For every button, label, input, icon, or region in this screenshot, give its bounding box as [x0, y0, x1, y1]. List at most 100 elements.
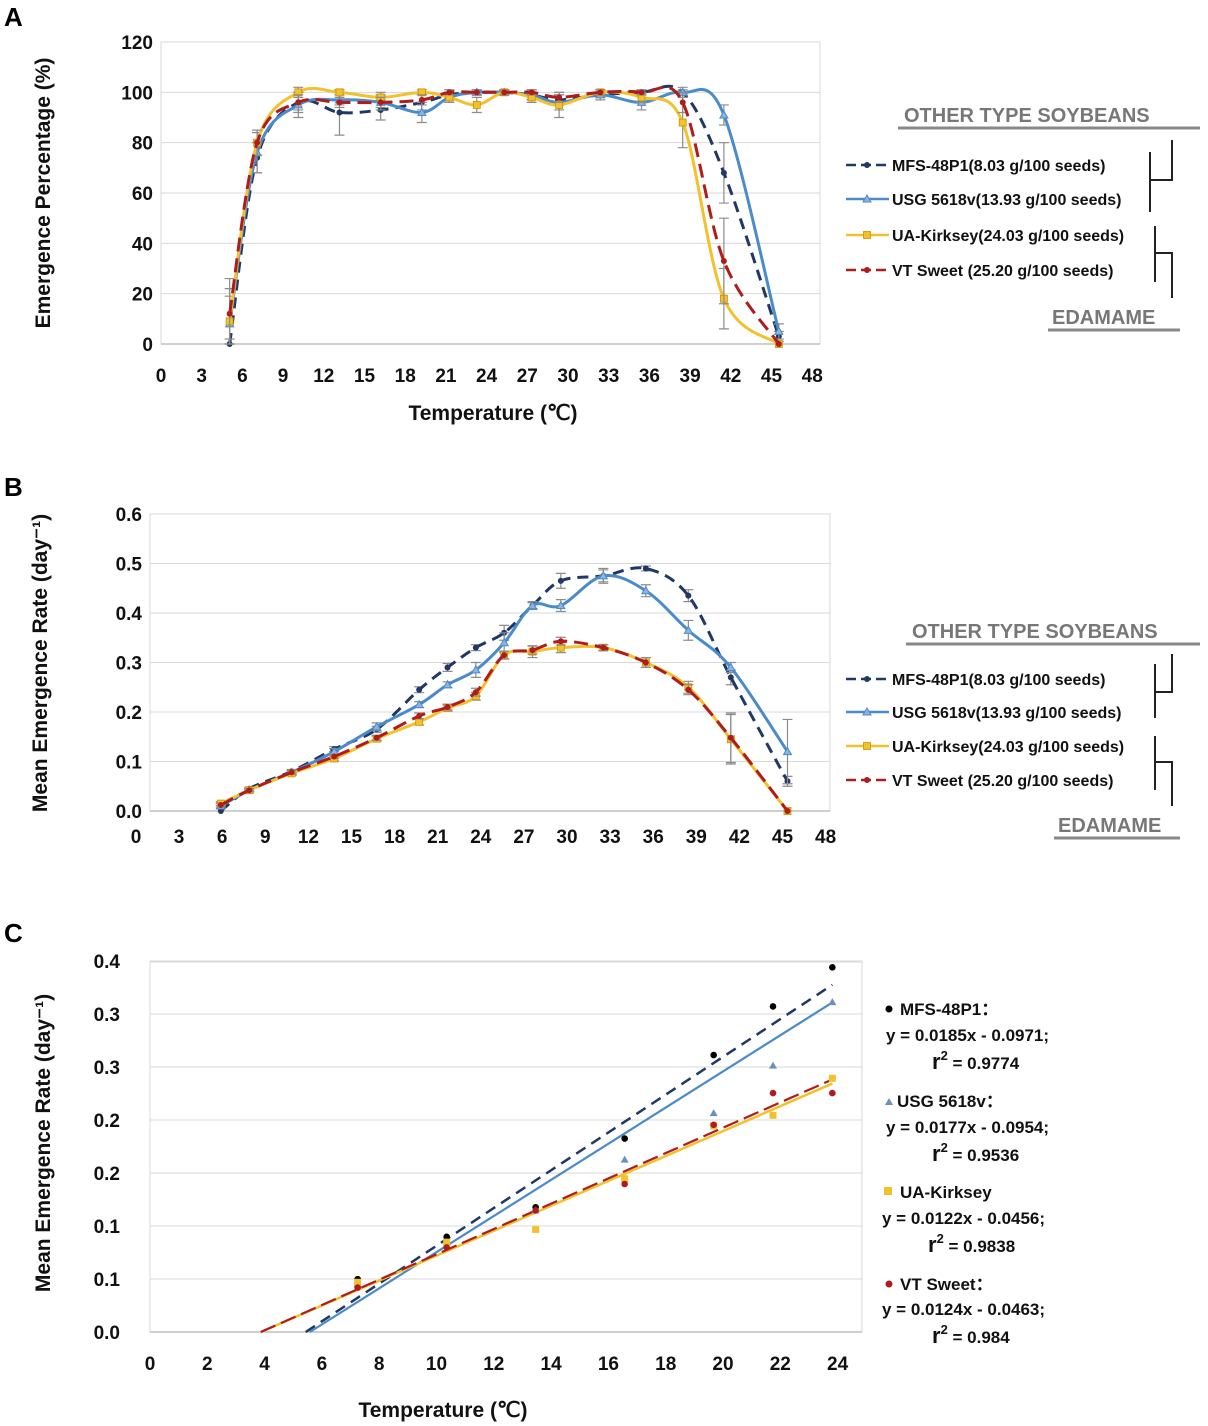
x-tick-label: 30 — [556, 827, 577, 848]
data-point-vt — [473, 89, 480, 96]
data-point-mfs — [336, 109, 343, 116]
y-tick-label: 0.3 — [94, 1005, 120, 1026]
data-point-usg — [499, 637, 510, 647]
y-tick-label: 0.0 — [116, 802, 142, 823]
x-tick-label: 24 — [476, 366, 498, 387]
y-axis-title-c: Mean Emergence Rate (day⁻¹) — [32, 994, 55, 1292]
x-tick-label: 12 — [313, 366, 334, 387]
x-tick-label: 8 — [374, 1354, 385, 1375]
y-tick-label: 60 — [132, 184, 153, 205]
data-point-vt — [679, 99, 686, 106]
y-tick-label: 0.2 — [94, 1164, 120, 1185]
x-tick-label: 30 — [557, 366, 578, 387]
x-tick-label: 39 — [686, 827, 707, 848]
scatter-point-usg — [620, 1155, 629, 1163]
series-line-mfs — [228, 84, 781, 345]
y-tick-label: 0.1 — [94, 1217, 121, 1238]
scatter-point-ua — [443, 1238, 451, 1246]
x-axis-title-c: Temperature (℃) — [358, 1399, 527, 1422]
x-tick-label: 20 — [712, 1354, 733, 1375]
panel-b-label: B — [4, 472, 23, 502]
data-point-vt — [373, 734, 380, 741]
data-point-vt — [501, 652, 508, 659]
data-point-vt — [254, 139, 261, 146]
x-tick-label: 0 — [145, 1354, 156, 1375]
data-point-vt — [336, 99, 343, 106]
data-point-vt — [446, 89, 453, 96]
x-tick-label: 42 — [720, 366, 741, 387]
data-point-vt — [295, 99, 302, 106]
legend-c-marker-vt — [885, 1280, 893, 1288]
data-point-vt — [685, 686, 692, 693]
panel-c-label: C — [4, 918, 23, 948]
y-tick-label: 80 — [132, 134, 153, 155]
legend-b-marker-vt — [864, 777, 870, 783]
y-tick-label: 40 — [132, 234, 153, 255]
data-point-usg — [782, 746, 793, 756]
trend-line-vt — [260, 1078, 833, 1334]
data-point-vt — [642, 659, 649, 666]
scatter-point-usg — [828, 998, 837, 1006]
emergence-rate-regression-chart: 0.00.10.10.20.20.30.30.40 2 4 6 8 10 12 14 16 18 2… — [32, 952, 863, 1422]
data-point-mfs — [685, 592, 692, 599]
data-point-usg — [598, 570, 609, 580]
legend-c-name-usg: USG 5618v： — [897, 1092, 1003, 1111]
x-axis-title-a: Temperature (℃) — [408, 402, 577, 425]
x-tick-label: 3 — [174, 827, 185, 848]
legend-b-bracket-other — [1154, 654, 1173, 718]
x-tick-label: 6 — [237, 366, 248, 387]
legend-b-label-usg: USG 5618v(13.93 g/100 seeds) — [892, 705, 1121, 722]
legend-c-eq-vt: y = 0.0124x - 0.0463; — [882, 1300, 1045, 1319]
scatter-point-mfs — [443, 1233, 450, 1241]
legend-c: MFS-48P1： y = 0.0185x - 0.0971; r2 = 0.9… — [882, 1000, 1049, 1348]
y-tick-label: 20 — [132, 285, 153, 306]
data-point-mfs — [472, 644, 479, 651]
data-point-vt — [638, 89, 645, 96]
data-point-usg — [442, 679, 453, 689]
legend-a-marker-usg — [862, 193, 872, 203]
legend-c-marker-ua — [884, 1187, 892, 1195]
data-point-vt — [597, 89, 604, 96]
legend-b-group-other: OTHER TYPE SOYBEANS — [912, 621, 1158, 643]
x-tick-label: 42 — [729, 827, 750, 848]
scatter-point-ua — [532, 1225, 540, 1233]
legend-a-marker-vt — [864, 267, 870, 273]
data-point-vt — [246, 787, 253, 794]
legend-a-label-ua: UA-Kirksey(24.03 g/100 seeds) — [892, 228, 1124, 245]
data-point-vt — [784, 808, 791, 814]
trend-line-mfs — [305, 983, 834, 1334]
y-tick-label: 0.2 — [116, 703, 142, 724]
x-tick-label: 33 — [598, 366, 619, 387]
data-point-mfs — [416, 686, 423, 693]
y-tick-label: 0.3 — [94, 1058, 120, 1079]
data-point-vt — [226, 310, 233, 317]
legend-a-label-mfs: MFS-48P1(8.03 g/100 seeds) — [892, 158, 1105, 175]
x-tick-label: 27 — [517, 366, 538, 387]
plot-area-c — [149, 961, 863, 1333]
y-tick-label: 0 — [142, 335, 153, 356]
y-tick-label: 0.0 — [94, 1323, 120, 1344]
legend-b-bracket-edamame — [1154, 736, 1173, 806]
x-tick-label: 12 — [483, 1354, 504, 1375]
data-point-vt — [501, 89, 508, 96]
legend-a-marker-ua — [863, 231, 871, 239]
legend-c-name-mfs: MFS-48P1： — [900, 1000, 998, 1019]
legend-a-label-vt: VT Sweet (25.20 g/100 seeds) — [892, 263, 1113, 280]
y-tick-label: 0.2 — [94, 1111, 120, 1132]
x-tick-label: 3 — [196, 366, 207, 387]
data-point-usg — [371, 721, 382, 731]
x-tick-label: 9 — [278, 366, 289, 387]
x-tick-label: 24 — [470, 827, 492, 848]
y-tick-label: 120 — [121, 33, 153, 54]
legend-c-name-ua: UA-Kirksey — [900, 1183, 992, 1202]
data-point-usg — [640, 585, 651, 595]
legend-c-r2-ua: r2 = 0.9838 — [928, 1231, 1015, 1257]
scatter-point-vt — [532, 1207, 539, 1214]
legend-b: OTHER TYPE SOYBEANS EDAMAME MFS-48P1(8.0… — [846, 621, 1200, 840]
y-axis-title-b: Mean Emergence Rate (day⁻¹) — [29, 514, 52, 812]
scatter-point-mfs — [829, 963, 836, 971]
x-tick-label: 18 — [655, 1354, 676, 1375]
x-tick-label: 36 — [639, 366, 660, 387]
x-tick-label: 10 — [426, 1354, 447, 1375]
